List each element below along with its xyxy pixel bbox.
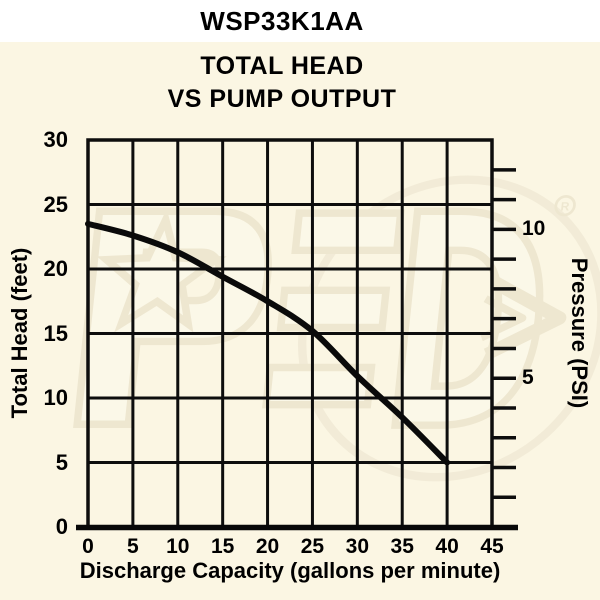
- x-axis-tick-label: 15: [210, 535, 235, 558]
- chart-title-line1: TOTAL HEAD: [200, 52, 364, 80]
- x-axis-tick-label: 10: [166, 535, 190, 558]
- watermark-registered-icon: [554, 194, 576, 217]
- x-axis-tick-label: 0: [82, 535, 94, 558]
- right-axis-title: Pressure (PSI): [567, 257, 592, 409]
- y-axis-tick-label: 20: [43, 256, 68, 281]
- watermark-letter-p: [73, 207, 272, 428]
- x-axis-tick-label: 20: [255, 535, 280, 558]
- plot-border: [86, 138, 494, 529]
- x-axis-tick-label: 45: [480, 535, 504, 558]
- bottom-axis-title: Discharge Capacity (gallons per minute): [79, 558, 501, 583]
- watermark-letter-d: [391, 207, 544, 429]
- x-axis-tick-label: 30: [345, 535, 369, 558]
- y-axis-tick-label: 30: [43, 127, 68, 152]
- y-axis-tick-label: 15: [43, 320, 68, 346]
- x-axis-tick-label: 5: [127, 535, 139, 558]
- x-axis-tick-label: 35: [390, 535, 414, 558]
- ped-logo-watermark: R: [73, 175, 600, 482]
- watermark-arrow: [483, 276, 567, 361]
- x-axis-tick-label: 40: [435, 535, 459, 558]
- y-axis-tick-label: 5: [55, 449, 68, 475]
- y-axis-tick-label: 0: [55, 514, 68, 539]
- left-axis-title: Total Head (feet): [7, 247, 32, 419]
- pump-curve: [85, 220, 451, 466]
- model-number-title: WSP33K1AA: [200, 6, 364, 36]
- x-axis-tick-label: 25: [300, 535, 325, 558]
- chart-title: TOTAL HEAD VS PUMP OUTPUT: [0, 50, 582, 116]
- pump-performance-plot: [76, 138, 518, 531]
- y-axis-tick-label: 10: [43, 385, 68, 410]
- watermark-letter-e: [262, 209, 405, 409]
- chart-panel: R TOTAL HEAD VS PUMP OUTPUT 30 25 20 15 10 5 0…: [0, 42, 600, 600]
- watermark-arrow-inner: [480, 295, 527, 342]
- watermark-registered-letter: R: [560, 199, 570, 213]
- y-axis-tick-label: 25: [43, 191, 68, 217]
- chart-title-line2: VS PUMP OUTPUT: [167, 85, 397, 113]
- watermark-star: [96, 208, 227, 333]
- psi-tick-label: 5: [522, 366, 534, 390]
- psi-tick-label: 10: [522, 217, 546, 241]
